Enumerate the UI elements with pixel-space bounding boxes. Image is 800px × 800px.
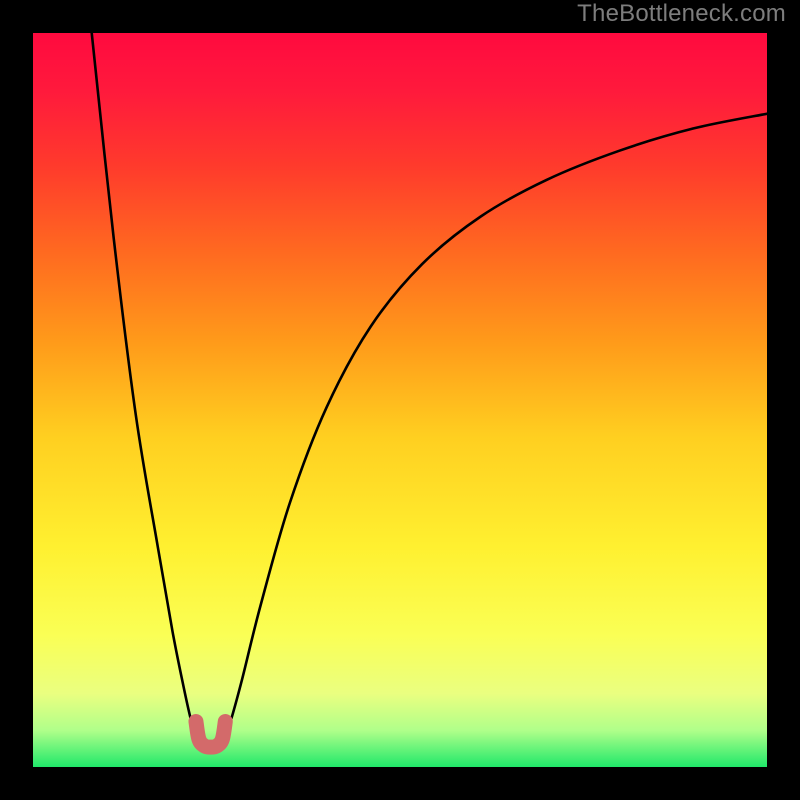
chart-container: TheBottleneck.com (0, 0, 800, 800)
watermark-label: TheBottleneck.com (577, 0, 786, 28)
plot-area (33, 33, 767, 767)
bottleneck-curve-chart (33, 33, 767, 767)
gradient-background (33, 33, 767, 767)
